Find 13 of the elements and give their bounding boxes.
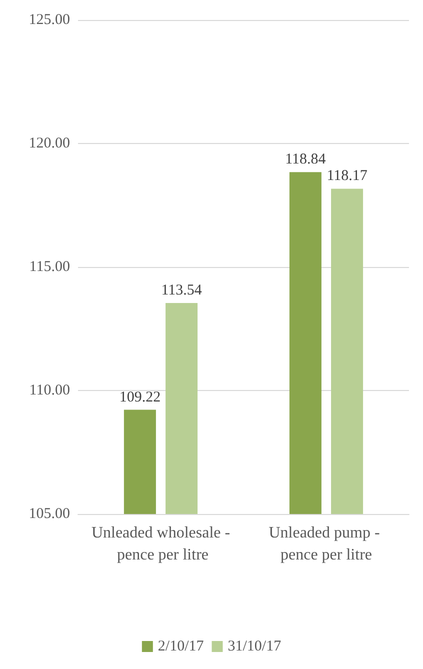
y-tick-label: 110.00: [29, 382, 70, 398]
y-tick-label: 120.00: [28, 136, 70, 152]
legend-label: 2/10/17: [158, 638, 204, 654]
y-tick-label: 115.00: [29, 259, 70, 275]
data-label: 109.22: [119, 389, 161, 406]
x-tick-label: Unleaded pump - pence per litre: [268, 524, 384, 564]
data-label: 113.54: [161, 282, 202, 299]
data-label: 118.84: [285, 152, 326, 168]
legend-label: 31/10/17: [228, 638, 282, 654]
data-label: 118.17: [326, 168, 368, 184]
x-tick-label: Unleaded wholesale - pence per litre: [91, 524, 230, 564]
y-tick-label: 125.00: [28, 12, 70, 28]
y-tick-label: 105.00: [28, 506, 70, 522]
